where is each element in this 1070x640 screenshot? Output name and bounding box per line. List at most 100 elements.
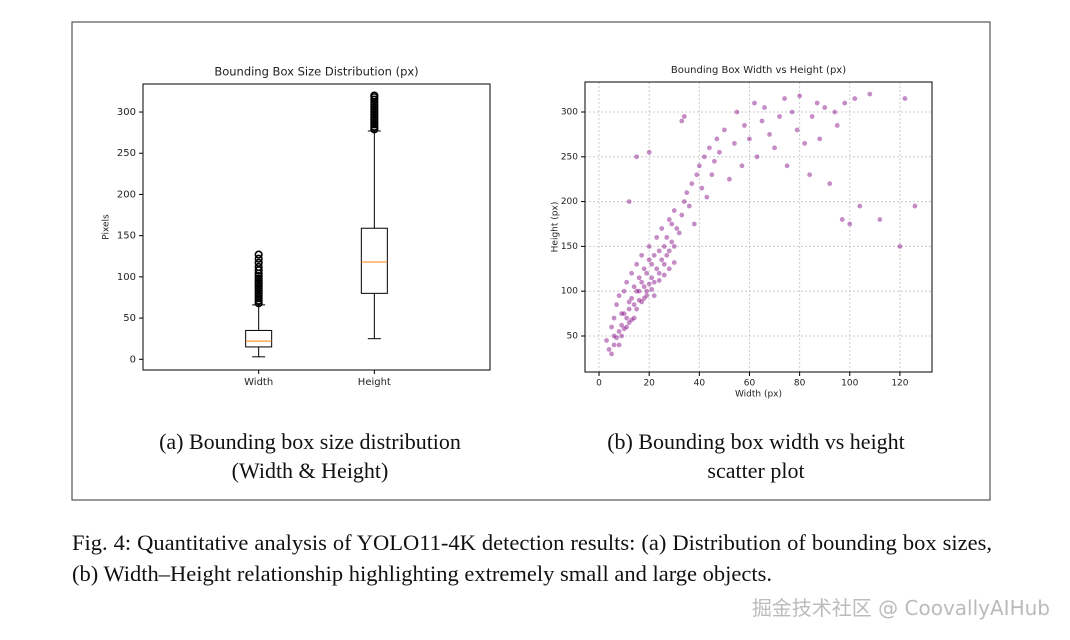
point: [897, 243, 903, 249]
flier: [370, 91, 379, 100]
point: [867, 91, 873, 97]
point: [704, 194, 710, 200]
point: [814, 100, 820, 106]
point: [762, 105, 767, 110]
point: [827, 181, 833, 187]
point: [802, 140, 808, 146]
flier: [254, 294, 263, 303]
flier: [370, 102, 379, 112]
point: [752, 100, 757, 106]
point: [636, 288, 642, 294]
y-tick-label: 200: [117, 189, 136, 200]
flier: [254, 279, 263, 288]
point: [747, 136, 752, 142]
point: [644, 288, 650, 294]
point: [671, 208, 677, 213]
y-tick-label: 150: [117, 231, 136, 242]
y-tick-label: 150: [561, 242, 578, 252]
point: [659, 257, 665, 263]
y-tick-label: 100: [561, 287, 578, 297]
point: [629, 270, 635, 276]
y-tick-label: 200: [561, 197, 578, 207]
flier: [254, 271, 263, 281]
point: [684, 190, 690, 196]
point: [661, 261, 667, 267]
point: [639, 279, 645, 285]
point: [807, 172, 813, 178]
point: [671, 260, 677, 265]
flier: [254, 262, 263, 272]
point: [641, 266, 647, 272]
flier: [254, 286, 263, 295]
point: [611, 342, 617, 348]
point: [794, 127, 800, 133]
point: [666, 248, 672, 254]
point: [701, 154, 707, 160]
point: [709, 172, 715, 178]
y-tick-label: 250: [117, 148, 136, 159]
point: [609, 351, 614, 357]
point: [626, 299, 632, 305]
point: [619, 333, 625, 339]
subcaption-b: (b) Bounding box width vs height scatter…: [556, 427, 956, 485]
flier: [254, 291, 263, 300]
point: [626, 199, 632, 205]
flier: [254, 254, 263, 263]
watermark: 掘金技术社区 @ CoovallyAIHub: [751, 596, 1050, 620]
point: [694, 172, 700, 178]
point: [742, 123, 747, 128]
point: [631, 302, 637, 308]
point: [852, 96, 858, 101]
flier: [370, 125, 379, 134]
point: [654, 235, 660, 240]
x-tick-label: 20: [643, 379, 655, 389]
point: [641, 284, 647, 290]
point: [646, 257, 652, 263]
y-tick-label: 0: [130, 354, 136, 365]
flier: [370, 115, 379, 124]
figure-caption: Fig. 4: Quantitative analysis of YOLO11-…: [72, 530, 992, 586]
point: [616, 293, 622, 299]
point: [614, 335, 619, 341]
point: [616, 329, 622, 334]
y-tick-label: 250: [561, 152, 578, 162]
point: [689, 181, 695, 187]
point: [696, 163, 702, 169]
point: [646, 243, 652, 249]
flier: [370, 100, 379, 109]
point: [661, 243, 667, 249]
point: [664, 252, 670, 258]
point: [626, 306, 632, 312]
point: [649, 275, 655, 281]
chart-title: Bounding Box Size Distribution (px): [214, 65, 418, 79]
point: [681, 114, 687, 119]
y-tick-label: 300: [117, 107, 136, 118]
point: [732, 140, 737, 146]
subcaption-a: (a) Bounding box size distribution (Widt…: [110, 427, 510, 485]
point: [669, 239, 675, 245]
flier: [370, 117, 379, 127]
point: [669, 221, 675, 227]
point: [817, 136, 823, 142]
figure-border: [71, 21, 991, 501]
flier: [254, 284, 263, 293]
point: [671, 243, 677, 249]
x-tick-label: 60: [744, 379, 756, 389]
point: [834, 123, 840, 128]
point: [739, 163, 745, 169]
y-axis-label: Height (px): [551, 202, 561, 253]
point: [636, 297, 642, 303]
x-tick-label: 40: [694, 379, 706, 389]
point: [676, 230, 682, 236]
y-tick-label: 300: [561, 108, 578, 118]
point: [809, 114, 815, 119]
point: [822, 105, 828, 110]
point: [656, 248, 662, 254]
point: [877, 217, 883, 222]
chart-title: Bounding Box Width vs Height (px): [671, 65, 846, 76]
point: [641, 295, 647, 301]
point: [639, 299, 645, 305]
point: [832, 109, 838, 115]
